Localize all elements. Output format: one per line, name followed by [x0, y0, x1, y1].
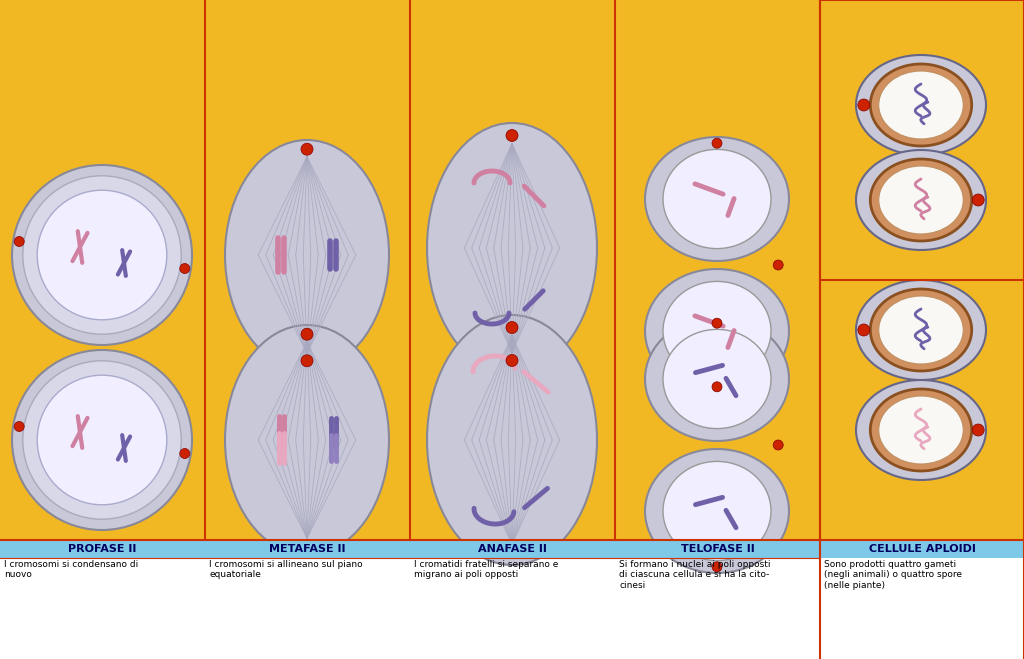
Circle shape — [858, 324, 869, 336]
Circle shape — [972, 194, 984, 206]
Text: TELOFASE II: TELOFASE II — [681, 544, 755, 554]
Ellipse shape — [663, 461, 771, 561]
Ellipse shape — [663, 150, 771, 248]
Ellipse shape — [645, 137, 790, 261]
Circle shape — [773, 440, 783, 450]
Circle shape — [712, 138, 722, 148]
Bar — [615, 540, 820, 558]
Ellipse shape — [879, 396, 964, 464]
Ellipse shape — [645, 317, 790, 441]
Ellipse shape — [879, 166, 964, 234]
Ellipse shape — [225, 325, 389, 555]
Circle shape — [506, 355, 518, 366]
Text: Sono prodotti quattro gameti
(negli animali) o quattro spore
(nelle piante): Sono prodotti quattro gameti (negli anim… — [824, 560, 962, 590]
Ellipse shape — [663, 330, 771, 428]
Ellipse shape — [645, 269, 790, 393]
Ellipse shape — [12, 165, 193, 345]
Circle shape — [14, 237, 25, 246]
Text: Si formano i nuclei ai poli opposti
di ciascuna cellula e si ha la cito-
cinesi: Si formano i nuclei ai poli opposti di c… — [618, 560, 770, 590]
Circle shape — [301, 143, 313, 156]
Text: I cromosomi si condensano di
nuovo: I cromosomi si condensano di nuovo — [4, 560, 138, 579]
Circle shape — [972, 424, 984, 436]
Circle shape — [858, 99, 869, 111]
Circle shape — [712, 382, 722, 392]
Ellipse shape — [870, 389, 972, 471]
Circle shape — [180, 264, 189, 273]
Bar — [820, 540, 1024, 558]
Ellipse shape — [427, 123, 597, 373]
Ellipse shape — [879, 296, 964, 364]
Circle shape — [506, 546, 518, 558]
Ellipse shape — [663, 281, 771, 381]
Circle shape — [180, 449, 189, 459]
Ellipse shape — [870, 159, 972, 241]
Bar — [410, 540, 615, 558]
Ellipse shape — [879, 71, 964, 139]
Circle shape — [301, 328, 313, 340]
Ellipse shape — [12, 350, 193, 530]
Ellipse shape — [870, 64, 972, 146]
Ellipse shape — [23, 360, 181, 519]
Ellipse shape — [856, 380, 986, 480]
Circle shape — [773, 260, 783, 270]
Circle shape — [301, 540, 313, 552]
Bar — [205, 540, 410, 558]
Text: PROFASE II: PROFASE II — [69, 544, 136, 554]
Circle shape — [301, 355, 313, 367]
Circle shape — [712, 562, 722, 572]
Ellipse shape — [856, 150, 986, 250]
Circle shape — [712, 318, 722, 328]
Text: CELLULE APLOIDI: CELLULE APLOIDI — [868, 544, 976, 554]
Ellipse shape — [37, 190, 167, 320]
Text: I cromosomi si allineano sul piano
equatoriale: I cromosomi si allineano sul piano equat… — [209, 560, 362, 579]
Ellipse shape — [645, 449, 790, 573]
Ellipse shape — [23, 176, 181, 334]
Text: ANAFASE II: ANAFASE II — [478, 544, 547, 554]
Ellipse shape — [870, 289, 972, 371]
Ellipse shape — [856, 55, 986, 155]
Bar — [820, 558, 1024, 659]
Ellipse shape — [225, 140, 389, 370]
Circle shape — [506, 322, 518, 333]
Ellipse shape — [427, 315, 597, 565]
Bar — [0, 540, 205, 558]
Ellipse shape — [856, 280, 986, 380]
Bar — [0, 558, 820, 659]
Circle shape — [506, 130, 518, 142]
Ellipse shape — [37, 375, 167, 505]
Circle shape — [14, 422, 25, 432]
Text: METAFASE II: METAFASE II — [269, 544, 346, 554]
Text: I cromatidi fratelli si separano e
migrano ai poli opposti: I cromatidi fratelli si separano e migra… — [414, 560, 558, 579]
